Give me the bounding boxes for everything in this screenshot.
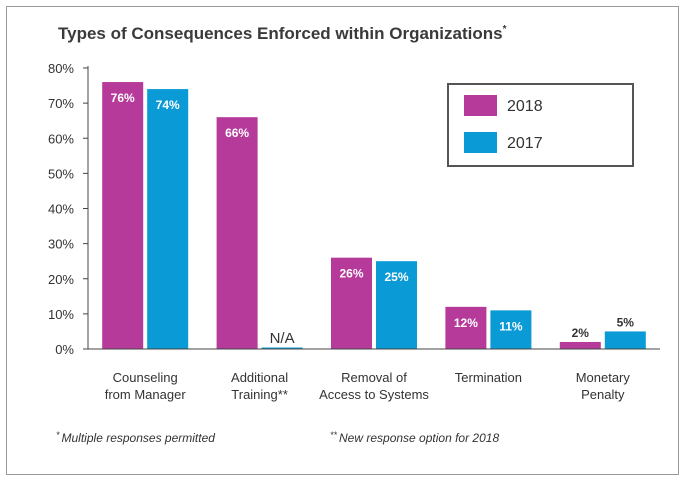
bar-2017	[604, 331, 646, 349]
data-label: 11%	[499, 319, 523, 333]
bar-2018	[216, 117, 258, 349]
legend: 2018 2017	[447, 83, 634, 167]
x-tick-label: Monetary Penalty	[576, 370, 631, 402]
legend-label: 2017	[507, 135, 543, 152]
data-label: 25%	[384, 270, 408, 284]
data-label: 26%	[339, 267, 363, 281]
y-tick-label: 10%	[48, 307, 74, 322]
bar-2018	[559, 341, 601, 349]
y-tick-label: 60%	[48, 131, 74, 146]
data-label: 5%	[617, 315, 635, 329]
data-label: N/A	[270, 330, 295, 347]
chart-title: Types of Consequences Enforced within Or…	[58, 24, 507, 43]
data-label: 66%	[225, 126, 249, 140]
y-tick-label: 80%	[48, 61, 74, 76]
bar-2018	[445, 306, 487, 349]
data-label: 2%	[572, 326, 590, 340]
x-tick-label: Termination	[455, 370, 522, 385]
bar-2017	[147, 89, 189, 349]
x-tick-label: Counseling from Manager	[105, 370, 187, 402]
y-tick-label: 30%	[48, 237, 74, 252]
legend-label: 2018	[507, 98, 543, 115]
y-tick-label: 70%	[48, 96, 74, 111]
y-tick-label: 40%	[48, 202, 74, 217]
x-tick-label: Additional Training**	[231, 370, 288, 402]
footnote-left-marker: *	[56, 430, 60, 440]
footnotes: * Multiple responses permitted ** New resp…	[56, 430, 499, 445]
data-label: 74%	[156, 98, 180, 112]
legend-swatch-2017	[464, 132, 497, 153]
footnote-left-text: Multiple responses permitted	[62, 431, 216, 445]
y-tick-label: 0%	[55, 342, 74, 357]
y-axis: 0% 10% 20% 30% 40% 50% 60% 70% 80%	[48, 61, 89, 357]
bar-2018	[102, 82, 144, 350]
bar-2017	[376, 261, 417, 349]
footnote-right-text: New response option for 2018	[339, 431, 499, 445]
x-axis: Counseling from Manager Additional Training…	[88, 348, 660, 402]
chart-title-text: Types of Consequences Enforced within Or…	[58, 24, 503, 43]
y-tick-label: 50%	[48, 166, 74, 181]
chart-title-marker: *	[503, 24, 507, 35]
bar-2017	[490, 310, 532, 349]
bar-2018	[331, 257, 372, 349]
footnote-right-marker: **	[330, 430, 338, 440]
data-label: 76%	[111, 91, 135, 105]
legend-swatch-2018	[464, 95, 497, 116]
y-tick-label: 20%	[48, 272, 74, 287]
footnote-right: ** New response option for 2018	[330, 430, 499, 445]
footnote-left: * Multiple responses permitted	[56, 430, 215, 445]
data-label: 12%	[454, 316, 478, 330]
x-tick-label: Removal of Access to Systems	[319, 370, 429, 402]
bars: 76% 74% 66% N/A 26% 25% 12% 11% 2% 5%	[102, 82, 646, 350]
